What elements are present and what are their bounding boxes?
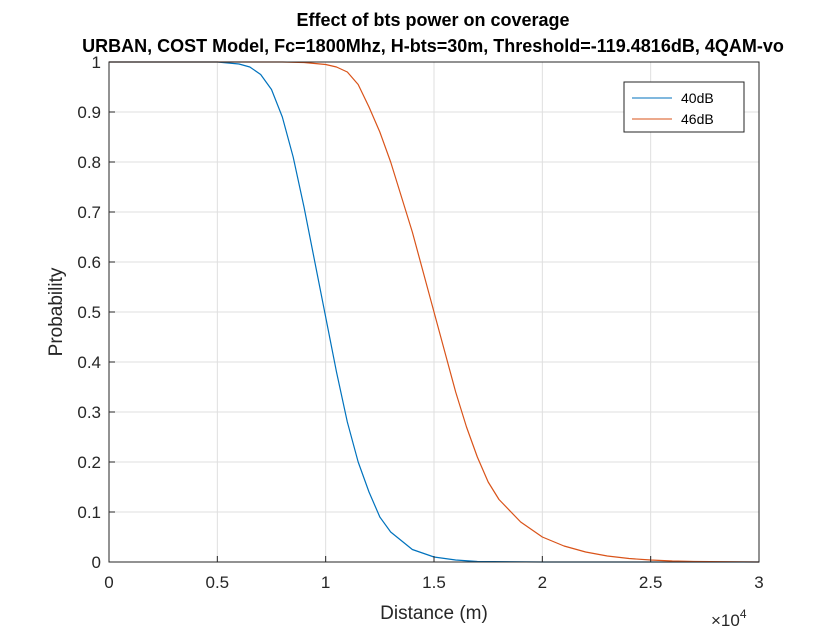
x-tick-label: 1.5 bbox=[422, 573, 446, 592]
chart-subtitle: URBAN, COST Model, Fc=1800Mhz, H-bts=30m… bbox=[82, 36, 784, 56]
y-tick-label: 1 bbox=[92, 53, 101, 72]
y-tick-label: 0.6 bbox=[77, 253, 101, 272]
chart-title: Effect of bts power on coverage bbox=[296, 10, 569, 30]
x-tick-label: 1 bbox=[321, 573, 330, 592]
y-tick-label: 0.3 bbox=[77, 403, 101, 422]
y-tick-label: 0.5 bbox=[77, 303, 101, 322]
x-tick-label: 0 bbox=[104, 573, 113, 592]
legend-label-46dB: 46dB bbox=[681, 111, 714, 127]
y-tick-label: 0.4 bbox=[77, 353, 101, 372]
series-line-40dB bbox=[109, 61, 759, 563]
y-tick-label: 0.9 bbox=[77, 103, 101, 122]
x-axis-exponent: ×104 bbox=[711, 607, 747, 630]
x-tick-label: 2.5 bbox=[639, 573, 663, 592]
y-tick-label: 0.7 bbox=[77, 203, 101, 222]
y-axis-label: Probability bbox=[46, 267, 67, 356]
series-lines bbox=[109, 61, 760, 563]
y-tick-label: 0.2 bbox=[77, 453, 101, 472]
y-axis-ticks: 0 0.1 0.2 0.3 0.4 0.5 0.6 0.7 0.8 0.9 1 bbox=[77, 53, 115, 572]
y-tick-label: 0 bbox=[92, 553, 101, 572]
x-tick-label: 3 bbox=[754, 573, 763, 592]
legend-box bbox=[623, 81, 745, 133]
x-tick-label: 0.5 bbox=[206, 573, 230, 592]
y-tick-label: 0.8 bbox=[77, 153, 101, 172]
legend-label-40dB: 40dB bbox=[681, 90, 714, 106]
x-axis-label: Distance (m) bbox=[380, 603, 488, 624]
x-tick-label: 2 bbox=[538, 573, 547, 592]
legend: 40dB 46dB bbox=[623, 81, 745, 133]
y-tick-label: 0.1 bbox=[77, 503, 101, 522]
x-axis-ticks: 0 0.5 1 1.5 2 2.5 3 bbox=[104, 556, 764, 592]
series-line-46dB bbox=[109, 61, 760, 563]
